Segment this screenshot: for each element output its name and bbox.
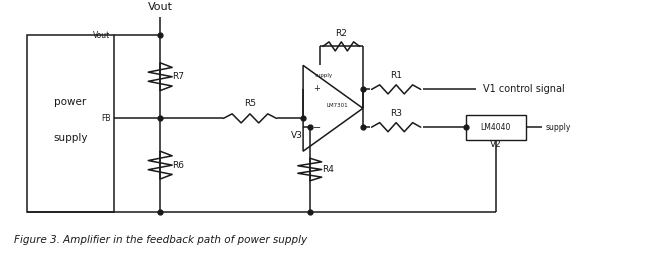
Text: V3: V3: [290, 131, 302, 140]
Text: +: +: [313, 84, 320, 93]
Bar: [27, 35, 114, 212]
Text: R2: R2: [336, 29, 347, 38]
Text: −: −: [313, 123, 321, 133]
Text: Vout: Vout: [148, 2, 172, 12]
Text: R4: R4: [322, 165, 334, 174]
Text: power: power: [55, 97, 87, 107]
Text: Vout: Vout: [93, 30, 111, 39]
Text: V2: V2: [490, 140, 501, 149]
Text: R1: R1: [390, 71, 402, 80]
Text: supply: supply: [315, 73, 333, 78]
Text: LM7301: LM7301: [327, 103, 348, 108]
Text: Figure 3. Amplifier in the feedback path of power supply: Figure 3. Amplifier in the feedback path…: [14, 235, 307, 245]
Text: R5: R5: [244, 99, 256, 108]
Text: FB: FB: [101, 114, 111, 123]
Text: LM4040: LM4040: [481, 123, 511, 132]
Text: supply: supply: [545, 123, 571, 132]
Text: R6: R6: [172, 161, 184, 170]
Text: R3: R3: [390, 109, 402, 118]
Bar: [466, 115, 525, 140]
Text: V1 control signal: V1 control signal: [483, 84, 564, 94]
Text: supply: supply: [53, 133, 88, 143]
Text: R7: R7: [172, 72, 184, 81]
